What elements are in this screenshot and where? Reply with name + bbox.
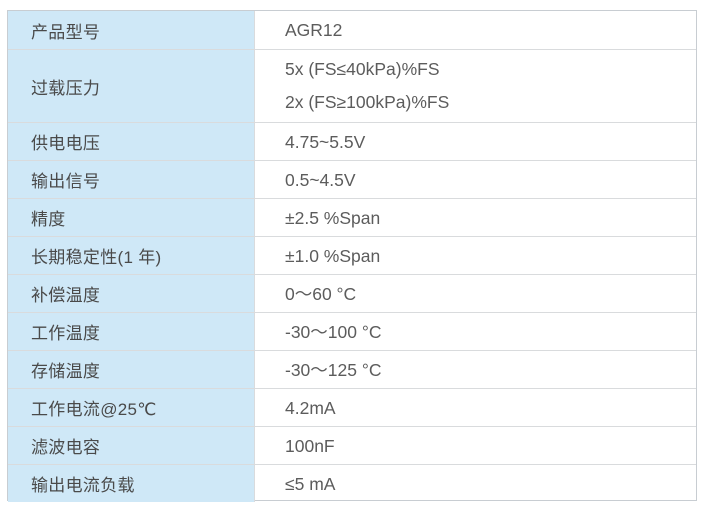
table-row-operating-temperature: 工作温度 -30～100 °C (8, 312, 696, 350)
table-row-filter-capacitor: 滤波电容 100nF (8, 426, 696, 464)
spec-label: 长期稳定性(1 年) (8, 237, 255, 274)
spec-value-text: 100nF (285, 435, 335, 456)
table-row-storage-temperature: 存储温度 -30～125 °C (8, 350, 696, 388)
spec-value-text: -30～100 °C (285, 321, 382, 342)
table-row-output-current-load: 输出电流负载 ≤5 mA (8, 464, 696, 502)
table-row-accuracy: 精度 ±2.5 %Span (8, 198, 696, 236)
product-spec-table: 产品型号 AGR12 过载压力 5x (FS≤40kPa)%FS 2x (FS≥… (7, 10, 697, 502)
spec-label: 输出电流负载 (8, 465, 255, 502)
spec-label: 补偿温度 (8, 275, 255, 312)
spec-value-text: ≤5 mA (285, 473, 336, 494)
spec-value-text: -30～125 °C (285, 359, 382, 380)
table-row-product-model: 产品型号 AGR12 (8, 11, 696, 49)
spec-value: 0～60 °C (255, 275, 696, 312)
spec-value: 5x (FS≤40kPa)%FS 2x (FS≥100kPa)%FS (255, 50, 696, 122)
spec-value: 0.5~4.5V (255, 161, 696, 198)
spec-label: 滤波电容 (8, 427, 255, 464)
spec-value: 100nF (255, 427, 696, 464)
table-row-output-signal: 输出信号 0.5~4.5V (8, 160, 696, 198)
spec-label: 工作电流@25℃ (8, 389, 255, 426)
spec-value: -30～125 °C (255, 351, 696, 388)
spec-value: ±1.0 %Span (255, 237, 696, 274)
spec-label: 过载压力 (8, 50, 255, 122)
spec-value-text: 4.2mA (285, 397, 336, 418)
spec-value-text: ±1.0 %Span (285, 245, 381, 266)
spec-value: AGR12 (255, 11, 696, 49)
table-row-supply-voltage: 供电电压 4.75~5.5V (8, 122, 696, 160)
spec-value: ±2.5 %Span (255, 199, 696, 236)
spec-value: 4.75~5.5V (255, 123, 696, 160)
spec-value-text: 0.5~4.5V (285, 169, 356, 190)
table-row-overload-pressure: 过载压力 5x (FS≤40kPa)%FS 2x (FS≥100kPa)%FS (8, 49, 696, 122)
spec-value-text: AGR12 (285, 20, 343, 40)
spec-value: 4.2mA (255, 389, 696, 426)
spec-label: 工作温度 (8, 313, 255, 350)
spec-label: 输出信号 (8, 161, 255, 198)
spec-value-text: 2x (FS≥100kPa)%FS (285, 92, 450, 112)
table-row-long-term-stability: 长期稳定性(1 年) ±1.0 %Span (8, 236, 696, 274)
spec-value-text: 4.75~5.5V (285, 131, 366, 152)
spec-label: 存储温度 (8, 351, 255, 388)
spec-value: ≤5 mA (255, 465, 696, 502)
spec-value-text: 5x (FS≤40kPa)%FS (285, 59, 440, 79)
spec-label: 供电电压 (8, 123, 255, 160)
spec-label: 产品型号 (8, 11, 255, 49)
spec-value: -30～100 °C (255, 313, 696, 350)
spec-value-text: 0～60 °C (285, 283, 357, 304)
spec-value-text: ±2.5 %Span (285, 207, 381, 228)
table-row-operating-current: 工作电流@25℃ 4.2mA (8, 388, 696, 426)
spec-label: 精度 (8, 199, 255, 236)
table-row-compensated-temperature: 补偿温度 0～60 °C (8, 274, 696, 312)
